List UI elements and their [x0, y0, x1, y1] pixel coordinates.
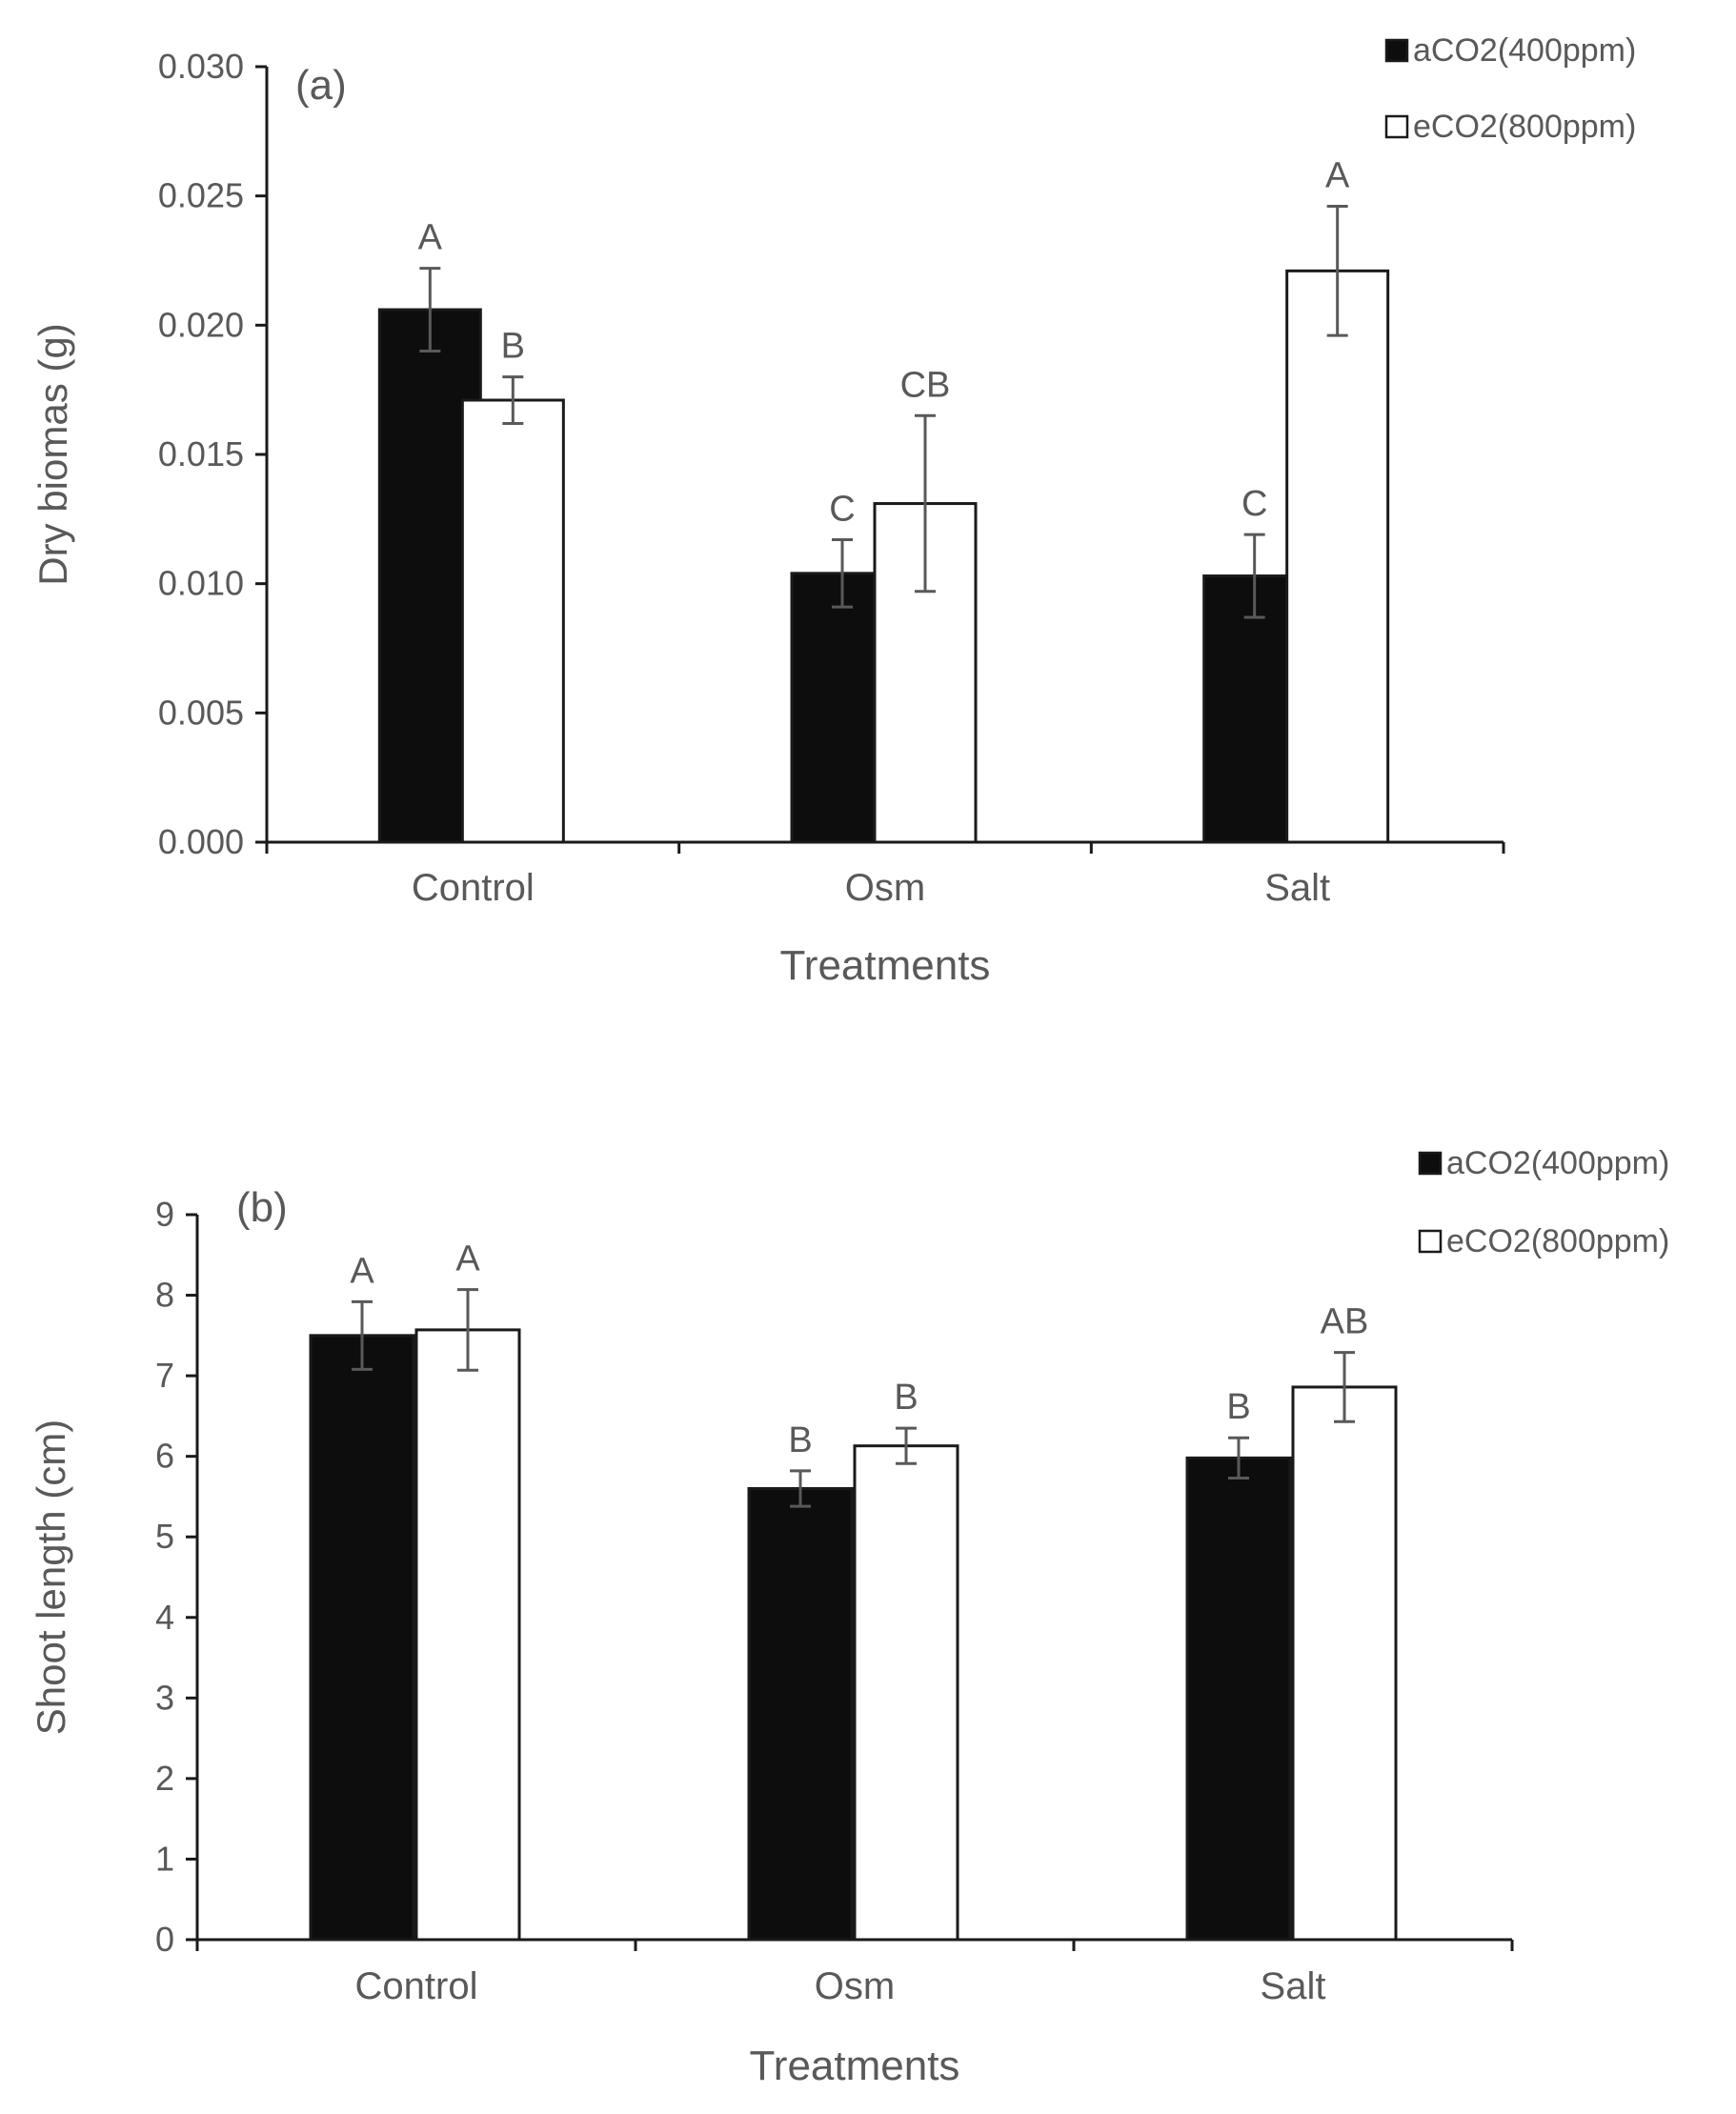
x-tick-label: Salt [1261, 1965, 1326, 2007]
legend: aCO2(400ppm) eCO2(800ppm) [1418, 1145, 1669, 1259]
x-tick-label: Osm [815, 1965, 895, 2007]
y-tick-label: 1 [155, 1839, 174, 1878]
significance-letter: A [1325, 156, 1350, 196]
significance-letter: B [894, 1378, 918, 1418]
legend-label-aco2: aCO2(400ppm) [1413, 32, 1636, 69]
significance-letter: A [455, 1239, 480, 1279]
bar-eco2-control [460, 398, 565, 844]
significance-letter: B [501, 327, 525, 367]
significance-letter: C [829, 490, 855, 530]
x-tick-label: Control [355, 1965, 478, 2007]
y-tick-label: 0.005 [158, 693, 244, 732]
y-tick-label: 7 [155, 1356, 174, 1395]
y-tick-label: 5 [155, 1517, 174, 1556]
y-tick-label: 8 [155, 1276, 174, 1315]
y-axis-title: Shoot length (cm) [29, 1419, 73, 1736]
bar-aco2-osm [747, 1486, 854, 1942]
y-tick-label: 3 [155, 1678, 174, 1717]
x-tick-label: Osm [845, 867, 925, 909]
y-tick-label: 0.020 [158, 305, 244, 344]
x-tick-label: Control [412, 867, 535, 909]
legend-swatch-eco2 [1418, 1229, 1443, 1254]
significance-letter: C [1241, 484, 1267, 524]
legend: aCO2(400ppm) eCO2(800ppm) [1384, 32, 1636, 145]
significance-letter: B [788, 1420, 812, 1460]
y-tick-label: 0.025 [158, 176, 244, 215]
panel-label: (a) [295, 62, 347, 109]
y-tick-label: 0.030 [158, 47, 244, 86]
bar-aco2-salt [1185, 1456, 1292, 1942]
bar-eco2-salt [1285, 269, 1390, 844]
y-axis-title: Dry biomas (g) [30, 323, 75, 585]
bar-eco2-salt [1291, 1385, 1398, 1942]
legend-label-eco2: eCO2(800ppm) [1413, 109, 1636, 145]
legend-label-eco2: eCO2(800ppm) [1446, 1223, 1669, 1259]
x-axis-title: Treatments [780, 942, 991, 989]
y-tick-label: 9 [155, 1195, 174, 1234]
significance-letter: CB [900, 365, 951, 405]
significance-letter: A [418, 218, 443, 258]
chart-panel-a: 0.000 0.005 0.010 0.015 0.020 0.025 0.030 Contr… [30, 32, 1636, 989]
significance-letter: A [350, 1251, 374, 1291]
legend-swatch-aco2 [1384, 38, 1409, 63]
significance-letter: AB [1321, 1302, 1369, 1342]
bar-eco2-osm [853, 1444, 959, 1942]
x-tick-label: Salt [1264, 867, 1330, 909]
legend-swatch-eco2 [1384, 114, 1409, 139]
y-tick-label: 0.010 [158, 564, 244, 603]
y-tick-label: 2 [155, 1759, 174, 1798]
bar-eco2-control [414, 1328, 521, 1942]
panel-label: (b) [236, 1184, 288, 1231]
significance-letter: B [1226, 1387, 1250, 1427]
y-tick-label: 0.015 [158, 434, 244, 473]
x-axis-title: Treatments [750, 2043, 960, 2089]
y-tick-label: 4 [155, 1598, 174, 1637]
legend-label-aco2: aCO2(400ppm) [1446, 1145, 1669, 1181]
y-tick-label: 6 [155, 1437, 174, 1476]
bar-aco2-control [309, 1334, 415, 1942]
y-tick-label: 0.000 [158, 822, 244, 861]
legend-swatch-aco2 [1418, 1151, 1443, 1176]
y-tick-label: 0 [155, 1920, 174, 1959]
